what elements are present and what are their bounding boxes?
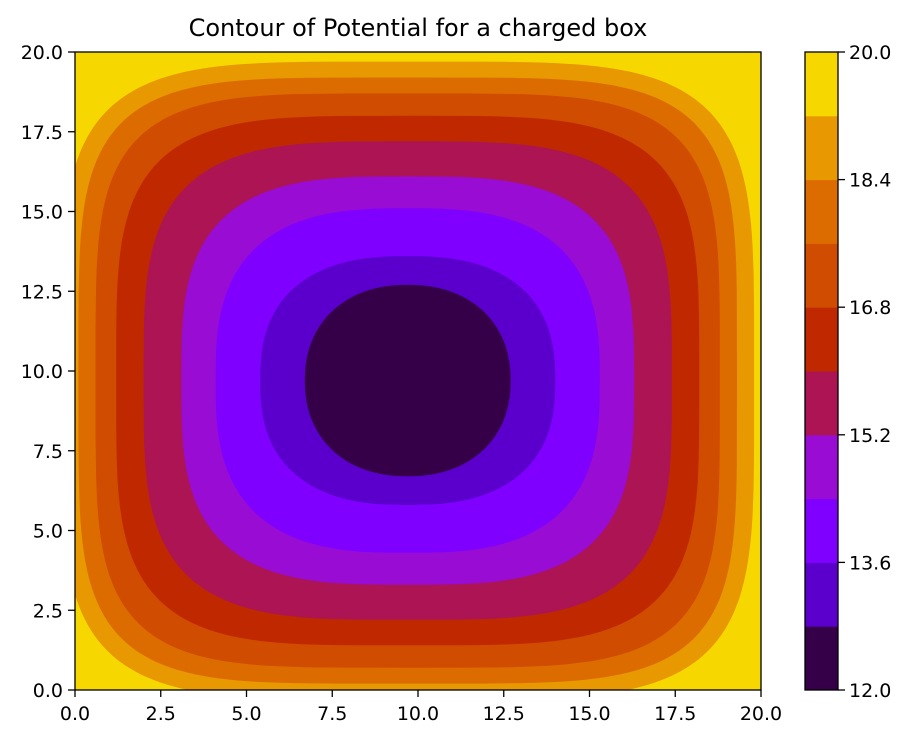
- colorbar-segments: [805, 52, 838, 691]
- y-tick-label: 2.5: [33, 600, 63, 622]
- y-tick-label: 10.0: [21, 361, 63, 383]
- x-tick-label: 7.5: [317, 703, 347, 725]
- colorbar-tick-label: 15.2: [849, 425, 891, 447]
- colorbar-segment: [805, 115, 838, 181]
- colorbar-tick-label: 16.8: [849, 297, 891, 319]
- colorbar-segment: [805, 562, 838, 627]
- colorbar-segment: [805, 498, 838, 563]
- colorbar-segment: [805, 179, 838, 244]
- x-tick-label: 15.0: [568, 703, 610, 725]
- chart-title: Contour of Potential for a charged box: [189, 14, 648, 42]
- colorbar-segment: [805, 52, 838, 117]
- colorbar-tick-label: 13.6: [849, 552, 891, 574]
- colorbar-tick-label: 20.0: [849, 42, 891, 64]
- x-tick-label: 5.0: [231, 703, 261, 725]
- colorbar-segment: [805, 434, 838, 500]
- x-tick-label: 2.5: [146, 703, 176, 725]
- y-tick-label: 0.0: [33, 680, 63, 702]
- x-tick-label: 20.0: [740, 703, 782, 725]
- colorbar-segment: [805, 243, 838, 308]
- y-tick-label: 17.5: [21, 122, 63, 144]
- colorbar-segment: [805, 307, 838, 372]
- colorbar-tick-label: 12.0: [849, 680, 891, 702]
- x-tick-label: 10.0: [397, 703, 439, 725]
- colorbar-tick-label: 18.4: [849, 170, 891, 192]
- colorbar-segment: [805, 371, 838, 436]
- y-tick-label: 15.0: [21, 202, 63, 224]
- contour-band-0: [304, 284, 511, 477]
- y-axis: 0.0 2.5 5.0 7.5 10.0 12.5 15.0 17.5 20.0: [21, 42, 75, 702]
- plot-area: [74, 51, 762, 691]
- colorbar-segment: [805, 626, 838, 691]
- y-tick-label: 5.0: [33, 521, 63, 543]
- x-tick-label: 0.0: [60, 703, 90, 725]
- colorbar-ticks: 12.0 13.6 15.2 16.8 18.4 20.0: [838, 42, 891, 702]
- y-tick-label: 12.5: [21, 281, 63, 303]
- y-tick-label: 20.0: [21, 42, 63, 64]
- colorbar: 12.0 13.6 15.2 16.8 18.4 20.0: [804, 42, 891, 702]
- x-tick-label: 12.5: [483, 703, 525, 725]
- x-tick-label: 17.5: [654, 703, 696, 725]
- contour-bands: [75, 52, 761, 690]
- colorbar-frame: [804, 51, 839, 691]
- y-tick-label: 7.5: [33, 441, 63, 463]
- x-axis: 0.0 2.5 5.0 7.5 10.0 12.5 15.0 17.5 20.0: [60, 690, 782, 725]
